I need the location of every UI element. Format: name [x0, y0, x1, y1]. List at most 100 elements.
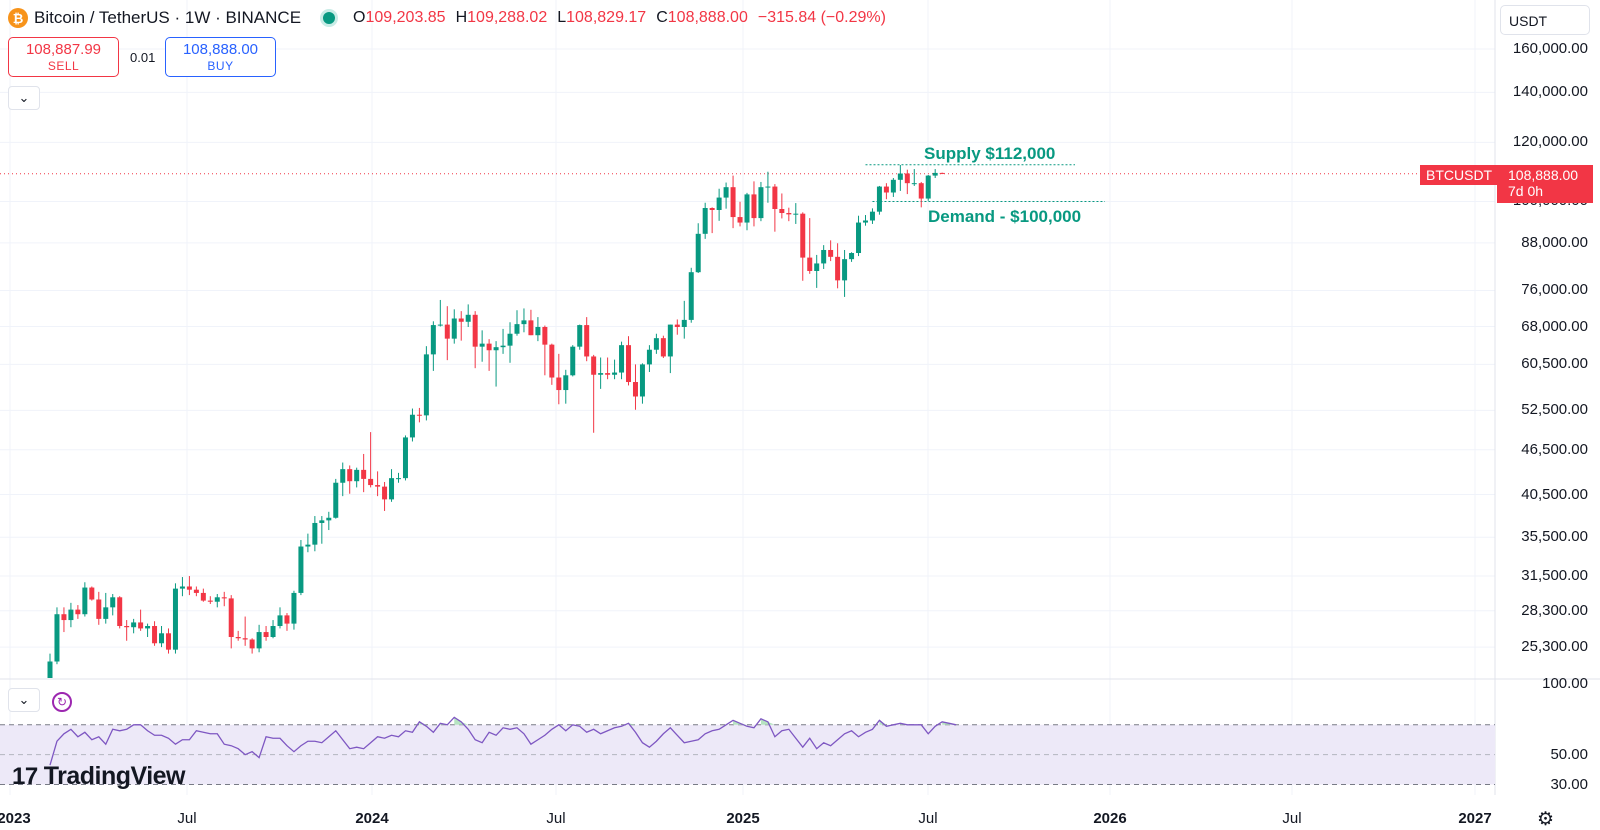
candle[interactable] [159, 626, 165, 648]
candle[interactable] [82, 582, 88, 617]
candle[interactable] [500, 328, 506, 354]
candle[interactable] [117, 596, 123, 629]
symbol-header[interactable]: ₿ Bitcoin / TetherUS · 1W · BINANCE O109… [8, 8, 886, 28]
candle[interactable] [465, 304, 471, 327]
candle[interactable] [110, 594, 116, 616]
candle[interactable] [312, 516, 318, 552]
candle[interactable] [389, 469, 395, 502]
candle[interactable] [298, 540, 304, 596]
candle[interactable] [612, 359, 618, 380]
candle[interactable] [653, 333, 659, 354]
candle[interactable] [626, 336, 632, 386]
candle[interactable] [437, 299, 443, 327]
candle[interactable] [828, 240, 834, 262]
currency-select[interactable]: USDT [1500, 5, 1590, 35]
rsi-line[interactable] [49, 716, 957, 766]
candle[interactable] [54, 607, 60, 665]
symbol-title[interactable]: Bitcoin / TetherUS · 1W · BINANCE [34, 8, 302, 27]
candle[interactable] [451, 309, 457, 344]
candle[interactable] [96, 591, 102, 625]
candle[interactable] [75, 605, 81, 619]
candle[interactable] [807, 218, 813, 274]
candle[interactable] [235, 630, 241, 641]
candle[interactable] [660, 335, 666, 359]
candle[interactable] [277, 607, 283, 629]
candle[interactable] [61, 607, 67, 633]
candle[interactable] [598, 357, 604, 389]
candle[interactable] [347, 465, 353, 494]
candle[interactable] [688, 267, 694, 323]
candle[interactable] [47, 653, 53, 721]
demand-annotation[interactable]: Demand - $100,000 [928, 207, 1082, 226]
candle[interactable] [570, 345, 576, 377]
candle[interactable] [103, 592, 109, 624]
candle[interactable] [932, 169, 938, 179]
candle[interactable] [772, 184, 778, 232]
candle[interactable] [904, 169, 910, 195]
candle[interactable] [605, 357, 611, 380]
candle[interactable] [291, 590, 297, 630]
candle[interactable] [249, 638, 255, 654]
candle[interactable] [821, 245, 827, 269]
candle[interactable] [758, 181, 764, 222]
candle[interactable] [138, 609, 144, 631]
collapse-rsi-legend-button[interactable]: ⌄ [8, 688, 40, 712]
candle[interactable] [409, 408, 415, 442]
candle[interactable] [549, 343, 555, 385]
candle[interactable] [507, 322, 513, 363]
candle[interactable] [207, 596, 213, 604]
candle[interactable] [918, 181, 924, 208]
candle[interactable] [723, 182, 729, 209]
candle[interactable] [849, 252, 855, 262]
candle[interactable] [911, 169, 917, 186]
candle[interactable] [416, 407, 422, 423]
candle[interactable] [835, 243, 841, 289]
candle[interactable] [172, 583, 178, 654]
candle[interactable] [667, 324, 673, 374]
candle[interactable] [897, 164, 903, 191]
candle[interactable] [326, 511, 332, 531]
candle[interactable] [89, 586, 95, 601]
candle[interactable] [681, 300, 687, 339]
candle[interactable] [876, 185, 882, 215]
candle[interactable] [619, 341, 625, 380]
candle[interactable] [939, 172, 945, 175]
candle[interactable] [695, 223, 701, 274]
candle[interactable] [737, 201, 743, 227]
collapse-legend-button[interactable]: ⌄ [8, 86, 40, 110]
candle[interactable] [842, 249, 848, 297]
candle[interactable] [472, 311, 478, 369]
candle[interactable] [305, 533, 311, 553]
candle[interactable] [521, 308, 527, 333]
candle[interactable] [563, 369, 569, 404]
candle[interactable] [925, 175, 931, 201]
candle[interactable] [361, 453, 367, 493]
candle[interactable] [256, 624, 262, 653]
candle[interactable] [814, 254, 820, 288]
candle[interactable] [340, 462, 346, 497]
candle[interactable] [179, 577, 185, 597]
candle[interactable] [514, 310, 520, 336]
candle[interactable] [556, 353, 562, 405]
settings-gear-icon[interactable]: ⚙ [1537, 809, 1555, 830]
candle[interactable] [869, 208, 875, 224]
candle[interactable] [193, 586, 199, 597]
candle[interactable] [214, 594, 220, 608]
candle[interactable] [458, 311, 464, 341]
candle[interactable] [152, 621, 158, 646]
candle[interactable] [382, 481, 388, 511]
order-quantity[interactable]: 0.01 [130, 50, 156, 65]
candle[interactable] [242, 616, 248, 646]
refresh-icon[interactable]: ↻ [52, 692, 72, 712]
candle[interactable] [800, 212, 806, 281]
candle[interactable] [333, 478, 339, 519]
candle[interactable] [354, 467, 360, 488]
candle[interactable] [228, 595, 234, 649]
candle[interactable] [793, 203, 799, 224]
candle[interactable] [730, 175, 736, 229]
candle[interactable] [786, 207, 792, 222]
candle[interactable] [145, 623, 151, 638]
candle[interactable] [375, 471, 381, 497]
candle[interactable] [221, 591, 227, 607]
candle[interactable] [270, 620, 276, 639]
